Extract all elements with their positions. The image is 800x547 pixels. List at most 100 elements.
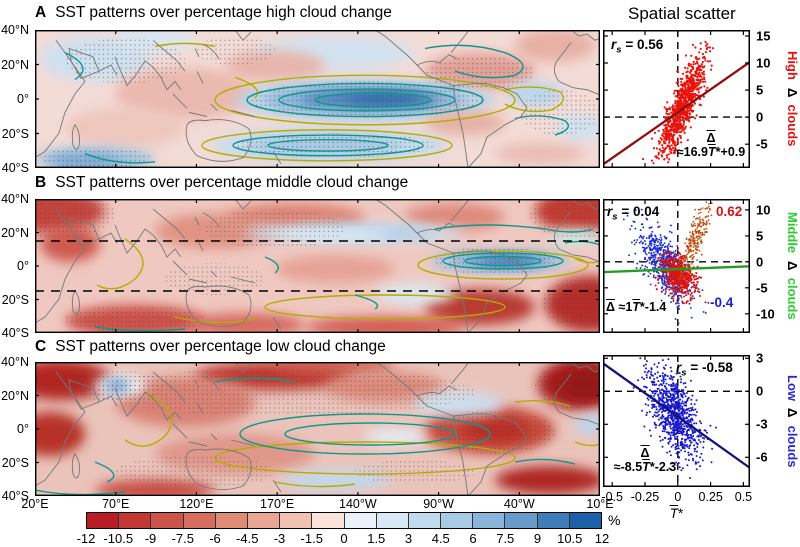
- colorbar-unit: %: [608, 512, 621, 528]
- colorbar-tick-label: 6: [469, 531, 477, 546]
- fit-line: [603, 362, 750, 469]
- scatter-y-tick-label: 10: [756, 202, 771, 218]
- yellow-contours: [124, 391, 600, 488]
- rs-symbol: r: [676, 360, 682, 375]
- colorbar-cell: [344, 513, 377, 528]
- delta-bar-symbol: Δ: [785, 87, 800, 98]
- map-longitude-axis: 20°E 70°E 120°E 170°E 140°W 90°W 40°W 10°E: [21, 497, 613, 513]
- rs-number: = -0.58: [690, 360, 733, 375]
- scatter-c-y-axis: 3 0 -3 -6: [752, 351, 778, 487]
- colorbar-cell: [247, 513, 281, 528]
- lon-tick-label: 140°W: [339, 497, 377, 511]
- scatter-y-tick-label: 3: [756, 350, 764, 366]
- colorbar-tick-label: 3: [404, 531, 413, 546]
- lat-tick-label: 40°N: [1, 23, 29, 37]
- teal-contours: [64, 44, 569, 164]
- cloud-type-word: Low: [785, 374, 800, 401]
- colorbar-cell: [312, 513, 345, 528]
- rs-subscript: s: [612, 211, 618, 223]
- lat-axis-a: 40°N 20°N 0° 20°S 40°S: [0, 23, 32, 175]
- scatter-b-y-axis: 10 5 0 -5 -10: [752, 199, 778, 333]
- lat-tick-label: 20°S: [1, 292, 29, 307]
- lon-tick-label: 20°E: [21, 497, 49, 511]
- colorbar-cell: [119, 513, 152, 528]
- colorbar-cell: [441, 513, 474, 528]
- scatter-y-tick-label: 0: [756, 254, 764, 270]
- colorbar-tick-label: -7.5: [171, 531, 194, 546]
- colorbar-cell: [537, 513, 570, 528]
- tstar-asterisk: *: [639, 300, 645, 314]
- scatter-column-title: Spatial scatter: [628, 4, 736, 23]
- delta-bar-symbol: Δ: [785, 260, 800, 271]
- fit-coefficient: ≈16.9: [676, 145, 708, 160]
- map-panel-b: [35, 199, 600, 333]
- clouds-word: clouds: [785, 104, 800, 147]
- map-panel-a: [35, 30, 600, 168]
- colorbar-cell: [87, 513, 120, 528]
- colorbar-tick-label: -12: [76, 531, 96, 546]
- scatter-x-tick-label: 0: [674, 490, 682, 504]
- panel-b-title: B SST patterns over percentage middle clo…: [35, 174, 408, 192]
- tstar-asterisk: *: [715, 145, 721, 160]
- lon-tick-label: 10°E: [586, 497, 614, 511]
- scatter-y-tick-label: -6: [756, 449, 768, 465]
- colorbar-cell: [215, 513, 248, 528]
- coastlines: [35, 362, 600, 496]
- panel-a-title-text: SST patterns over percentage high cloud …: [55, 4, 392, 21]
- rs-positive-subset-b: 0.62: [716, 204, 743, 219]
- colorbar-cell: [183, 513, 216, 528]
- panel-a-title: A SST patterns over percentage high cloud…: [35, 4, 392, 22]
- tstar-symbol: T: [708, 145, 716, 160]
- lat-tick-label: 20°N: [1, 388, 29, 403]
- rs-value-c: rs = -0.58: [676, 360, 733, 379]
- tstar-symbol: T: [669, 506, 678, 521]
- coastlines: [35, 199, 600, 333]
- scatter-y-tick-label: -10: [756, 306, 775, 322]
- lon-tick-label: 40°W: [503, 497, 535, 511]
- yellow-contours: [154, 42, 564, 162]
- colorbar-tick-label: -4.5: [236, 531, 259, 546]
- colorbar: [86, 512, 602, 529]
- colorbar-cell: [376, 513, 409, 528]
- tstar-asterisk: *: [649, 460, 655, 475]
- scatter-y-tick-label: 15: [756, 28, 771, 44]
- lat-tick-label: 40°N: [1, 192, 29, 206]
- rs-subscript: s: [681, 367, 687, 379]
- lon-tick-label: 70°E: [102, 497, 130, 511]
- colorbar-cell: [569, 513, 601, 528]
- colorbar-tick-label: -6: [209, 531, 221, 546]
- tstar-symbol: T: [642, 460, 650, 475]
- colorbar-cell: [505, 513, 538, 528]
- lat-axis-c: 40°N 20°N 0° 20°S 40°S: [0, 355, 32, 503]
- lat-tick-label: 20°N: [1, 225, 29, 240]
- colorbar-tick-label: 0: [340, 531, 348, 546]
- rs-negative-subset-b: -0.4: [710, 295, 734, 310]
- colorbar-tick-label: 10.5: [557, 531, 583, 546]
- panel-a-letter: A: [35, 4, 47, 21]
- panel-c-title: C SST patterns over percentage low cloud …: [35, 338, 386, 356]
- colorbar-tick-label: -10.5: [103, 531, 134, 546]
- lon-tick-label: 170°E: [260, 497, 295, 511]
- scatter-x-axis-label: T*: [603, 506, 750, 521]
- lon-tick-label: 120°E: [179, 497, 214, 511]
- fit-line: [603, 61, 750, 166]
- colorbar-cell: [408, 513, 442, 528]
- tstar-symbol: T: [632, 300, 640, 314]
- scatter-x-axis: -0.5 -0.25 0 0.25 0.5: [601, 490, 753, 505]
- lat-tick-label: 40°S: [1, 489, 29, 503]
- scatter-a-y-axis: 15 10 5 0 -5: [752, 28, 778, 168]
- colorbar-labels: -12 -10.5 -9 -7.5 -6 -4.5 -3 -1.5 0 1.5 3 4.5 6 7.5 9 1…: [77, 531, 610, 546]
- scatter-y-tick-label: 10: [756, 55, 771, 71]
- colorbar-tick-label: 4.5: [431, 531, 450, 546]
- fit-coefficient: ≈-8.5: [613, 460, 643, 475]
- scatter-y-tick-label: 5: [756, 82, 764, 98]
- delta-bar-symbol: Δ: [606, 300, 615, 314]
- yellow-contours: [96, 238, 600, 324]
- map-panel-c: [35, 362, 600, 496]
- scatter-points: [632, 357, 717, 479]
- lat-tick-label: 20°S: [1, 455, 29, 470]
- panel-c-letter: C: [35, 338, 47, 355]
- scatter-y-tick-label: 0: [756, 109, 764, 125]
- lat-tick-label: 20°S: [1, 126, 29, 141]
- scatter-x-tick-label: 0.5: [734, 490, 753, 504]
